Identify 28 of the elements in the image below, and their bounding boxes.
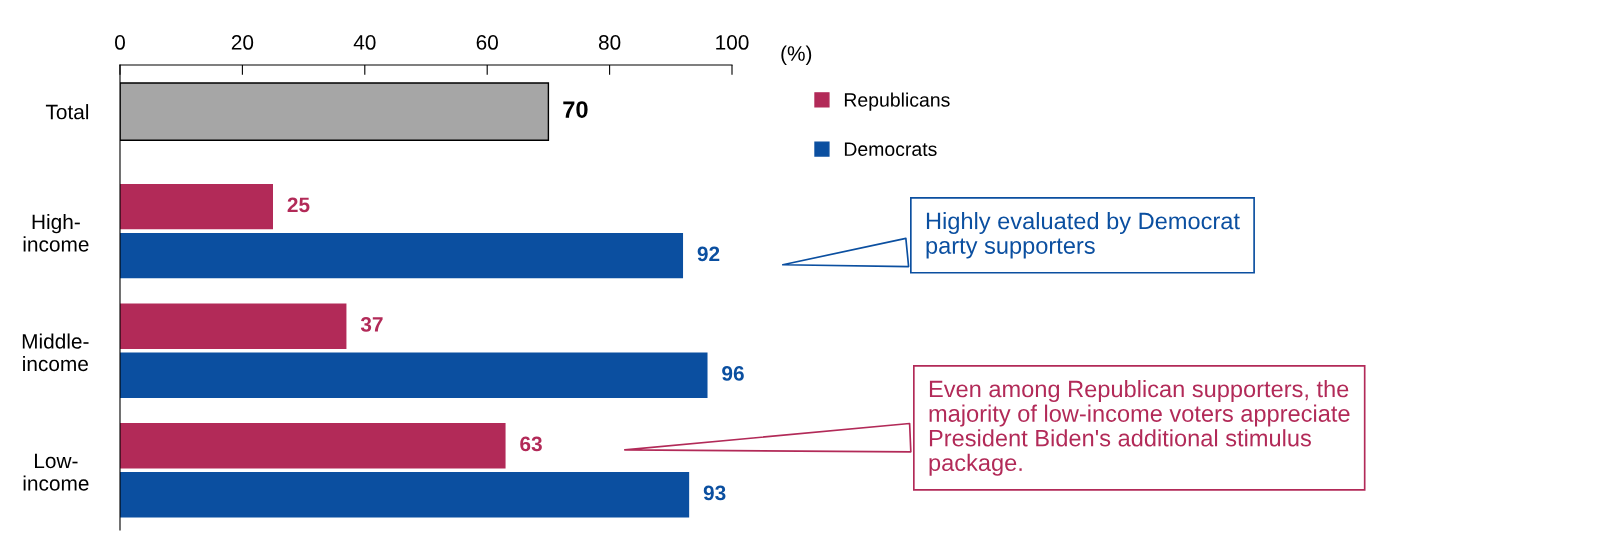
y-tick-label: Total [45, 104, 89, 120]
bar [120, 472, 690, 518]
bar [120, 183, 273, 230]
data-label: 25 [287, 197, 310, 213]
data-label: 70 [563, 101, 588, 118]
x-tick-label: 80 [598, 35, 621, 50]
x-axis-title: (%) [781, 45, 812, 65]
data-label: 37 [360, 317, 383, 332]
x-tick-label: 40 [353, 35, 376, 50]
y-tick-label: Middle- income [22, 333, 89, 372]
bar [120, 352, 708, 398]
data-label: 96 [722, 366, 744, 381]
legend-label: Democrats [844, 142, 937, 157]
bar [120, 303, 347, 349]
text: Highly evaluated by Democrat party supporters [926, 212, 1240, 259]
text: Even among Republican supporters, the majority of low-income voters appreciate President Biden's additional stimulus package. [929, 380, 1350, 476]
x-tick-label: 100 [716, 35, 749, 50]
bar [120, 423, 506, 469]
legend-label: Republicans [844, 92, 950, 111]
bar [120, 232, 684, 279]
data-label: 63 [520, 436, 542, 452]
data-label: 93 [703, 485, 726, 501]
y-tick-label: High- income [23, 213, 89, 252]
x-tick-label: 0 [115, 35, 125, 50]
y-tick-label: Low- income [23, 453, 89, 491]
x-tick-label: 60 [476, 35, 498, 50]
data-label: 92 [697, 246, 720, 262]
x-tick-label: 20 [231, 35, 254, 50]
